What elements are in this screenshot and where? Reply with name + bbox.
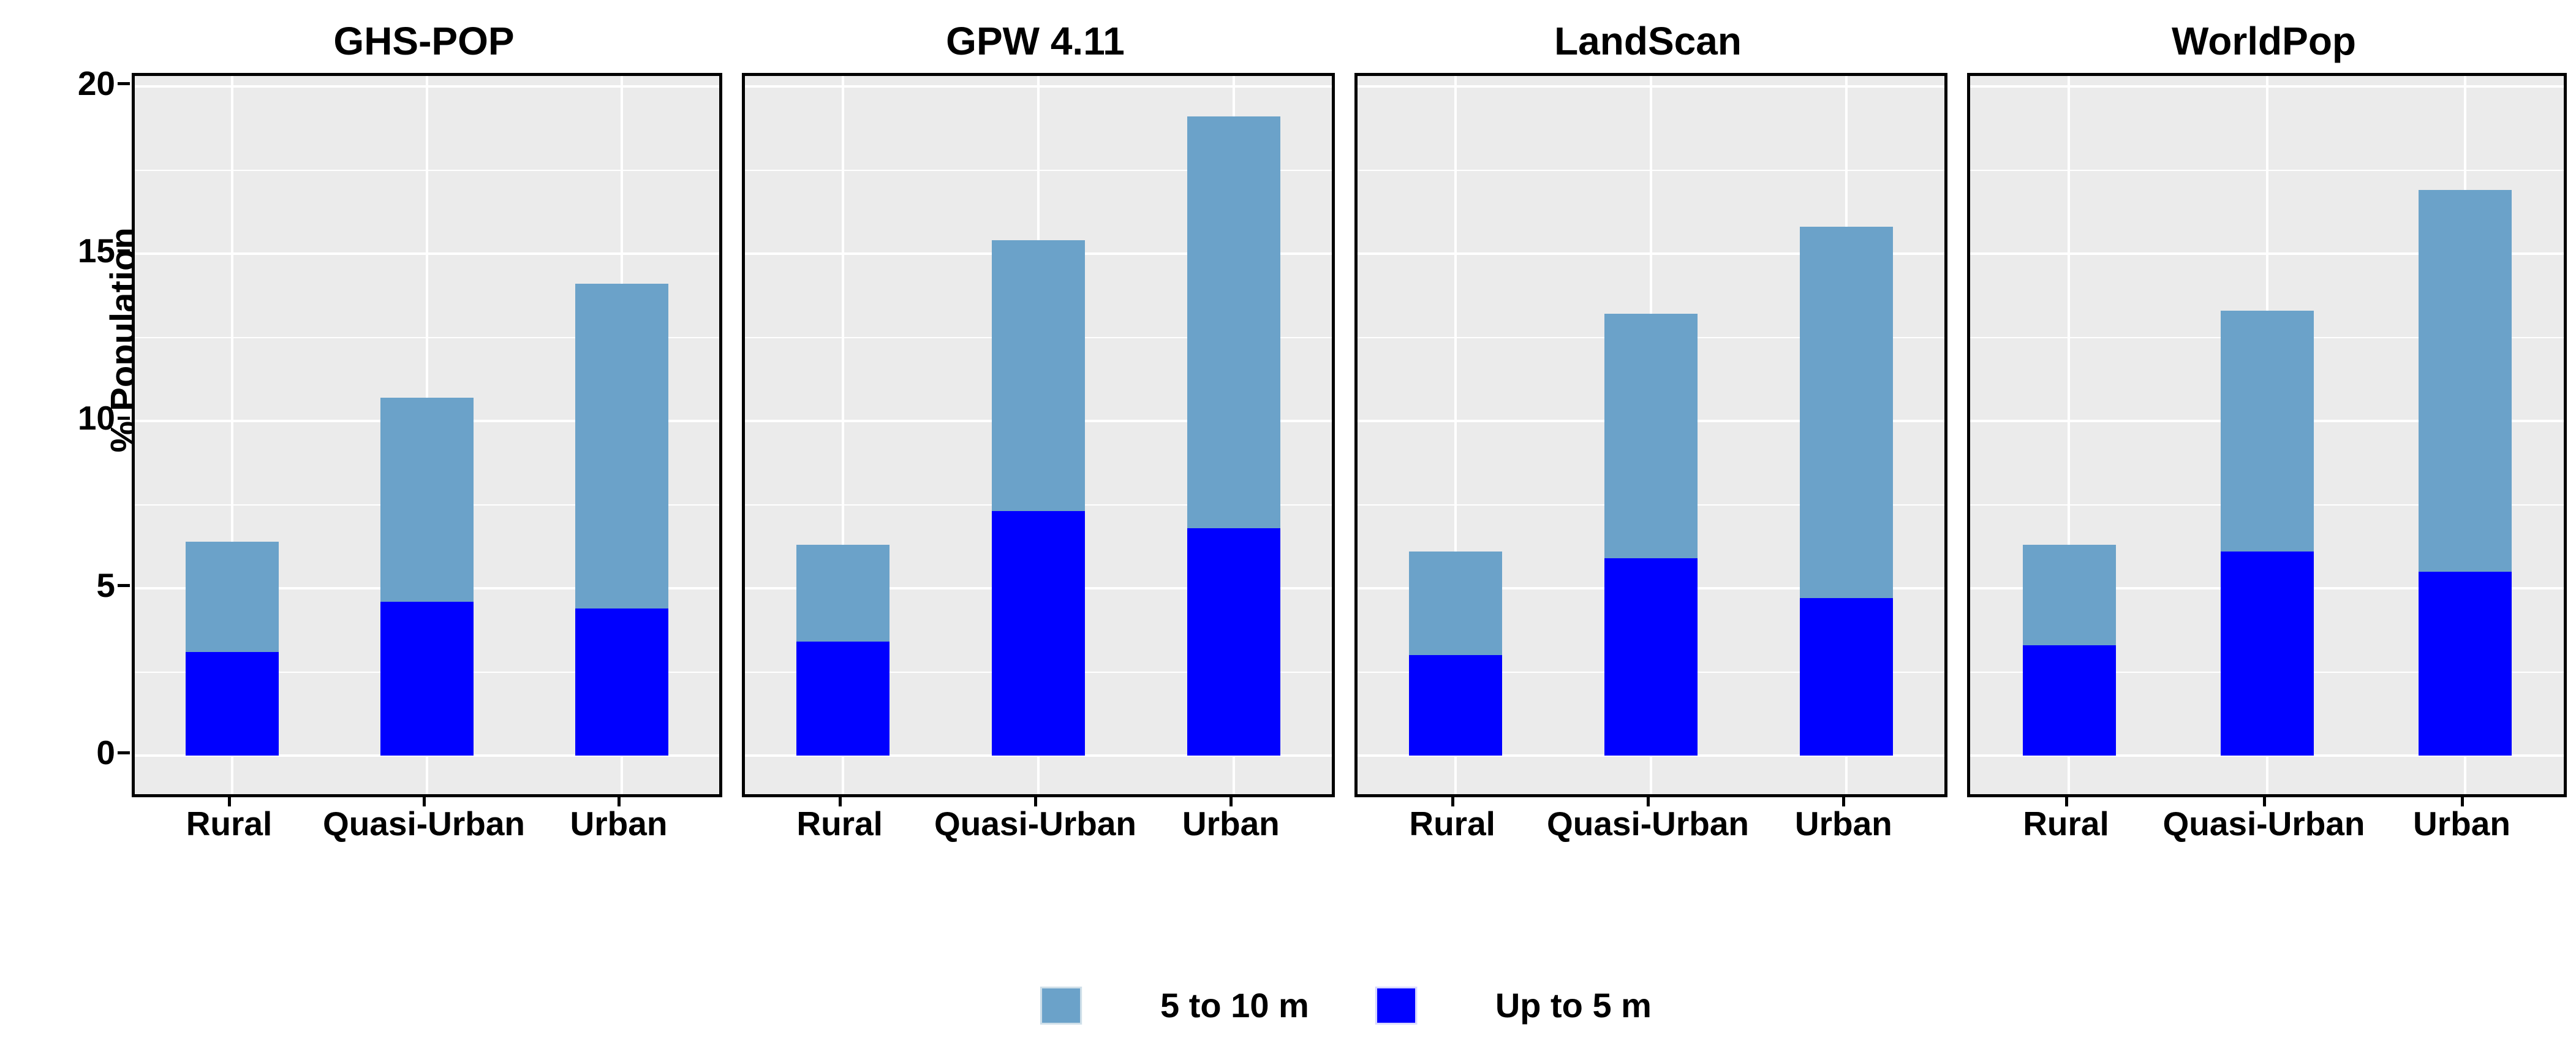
bar-urban — [575, 284, 668, 756]
legend-key-up-to-5m-icon — [1375, 986, 1417, 1025]
segment-up-to-5m — [1187, 528, 1281, 756]
x-tick-mark — [228, 794, 231, 806]
x-tick-mark — [2064, 794, 2068, 806]
x-tick-mark — [838, 794, 842, 806]
bar-quasi-urban — [2220, 310, 2314, 756]
legend-label-5-to-10m: 5 to 10 m — [1160, 986, 1309, 1025]
segment-up-to-5m — [1604, 558, 1698, 756]
bar-urban — [2418, 190, 2512, 756]
panel-plot-ghs-pop — [132, 73, 722, 797]
x-tick-label-rural: Rural — [796, 805, 883, 843]
segment-up-to-5m — [2220, 551, 2314, 756]
x-tick-label-rural: Rural — [186, 805, 273, 843]
x-tick-label-rural: Rural — [1409, 805, 1495, 843]
x-tick-mark — [2460, 794, 2464, 806]
panel-title-worldpop: WorldPop — [2172, 19, 2356, 63]
segment-up-to-5m — [2022, 645, 2116, 756]
x-tick-label-urban: Urban — [570, 805, 668, 843]
segment-5-to-10m — [2418, 190, 2512, 572]
y-tick-label: 10 — [77, 399, 115, 437]
y-tick-label: 20 — [77, 64, 115, 102]
gridline-major-v — [1454, 76, 1457, 794]
panel-title-landscan: LandScan — [1554, 19, 1742, 63]
segment-5-to-10m — [1604, 314, 1698, 558]
segment-5-to-10m — [2022, 545, 2116, 645]
x-tick-label-quasi-urban: Quasi-Urban — [1546, 805, 1750, 843]
x-tick-mark — [1647, 794, 1650, 806]
y-tick-mark — [118, 584, 130, 587]
x-tick-label-quasi-urban: Quasi-Urban — [934, 805, 1137, 843]
legend-key-5-to-10m-icon — [1040, 986, 1082, 1025]
x-tick-mark — [2262, 794, 2266, 806]
gridline-major-v — [841, 76, 844, 794]
segment-up-to-5m — [1408, 655, 1502, 756]
legend: 5 to 10 m Up to 5 m — [1040, 985, 1652, 1025]
x-tick-mark — [1229, 794, 1233, 806]
x-tick-label-quasi-urban: Quasi-Urban — [2162, 805, 2365, 843]
y-tick-mark — [118, 751, 130, 754]
x-tick-label-urban: Urban — [1794, 805, 1892, 843]
panel-plot-gpw-4-11 — [742, 73, 1335, 797]
y-tick-label: 0 — [96, 734, 115, 772]
gridline-major-v — [230, 76, 233, 794]
x-tick-mark — [1034, 794, 1037, 806]
segment-5-to-10m — [1800, 227, 1894, 599]
x-tick-mark — [1451, 794, 1454, 806]
panel-title-gpw-4-11: GPW 4.11 — [946, 19, 1125, 63]
y-tick-mark — [118, 249, 130, 252]
x-tick-label-urban: Urban — [1182, 805, 1280, 843]
segment-5-to-10m — [1408, 551, 1502, 656]
panel-plot-worldpop — [1967, 73, 2567, 797]
y-tick-mark — [118, 82, 130, 85]
bar-rural — [796, 545, 890, 756]
bar-rural — [2022, 545, 2116, 756]
segment-up-to-5m — [796, 642, 890, 756]
segment-up-to-5m — [186, 651, 279, 756]
y-tick-label: 15 — [77, 232, 115, 270]
bar-quasi-urban — [992, 240, 1085, 756]
bar-rural — [1408, 551, 1502, 756]
gridline-major-v — [2068, 76, 2071, 794]
panel-plot-landscan — [1354, 73, 1947, 797]
x-tick-mark — [1842, 794, 1846, 806]
segment-up-to-5m — [575, 608, 668, 756]
segment-5-to-10m — [380, 397, 474, 602]
y-tick-mark — [118, 417, 130, 420]
x-tick-mark — [618, 794, 621, 806]
bar-quasi-urban — [380, 397, 474, 756]
segment-5-to-10m — [575, 284, 668, 609]
segment-up-to-5m — [992, 511, 1085, 756]
segment-5-to-10m — [2220, 310, 2314, 552]
segment-up-to-5m — [1800, 598, 1894, 756]
segment-5-to-10m — [796, 545, 890, 642]
bar-urban — [1800, 227, 1894, 756]
y-tick-label: 5 — [96, 566, 115, 604]
segment-5-to-10m — [1187, 116, 1281, 528]
segment-up-to-5m — [2418, 571, 2512, 756]
bar-urban — [1187, 116, 1281, 756]
x-tick-mark — [423, 794, 426, 806]
x-tick-label-rural: Rural — [2023, 805, 2109, 843]
panel-title-ghs-pop: GHS-POP — [333, 19, 515, 63]
legend-label-up-to-5m: Up to 5 m — [1495, 986, 1652, 1025]
segment-5-to-10m — [186, 541, 279, 652]
x-tick-label-urban: Urban — [2413, 805, 2510, 843]
bar-rural — [186, 541, 279, 756]
bar-quasi-urban — [1604, 314, 1698, 756]
segment-up-to-5m — [380, 601, 474, 756]
x-tick-label-quasi-urban: Quasi-Urban — [322, 805, 526, 843]
segment-5-to-10m — [992, 240, 1085, 512]
